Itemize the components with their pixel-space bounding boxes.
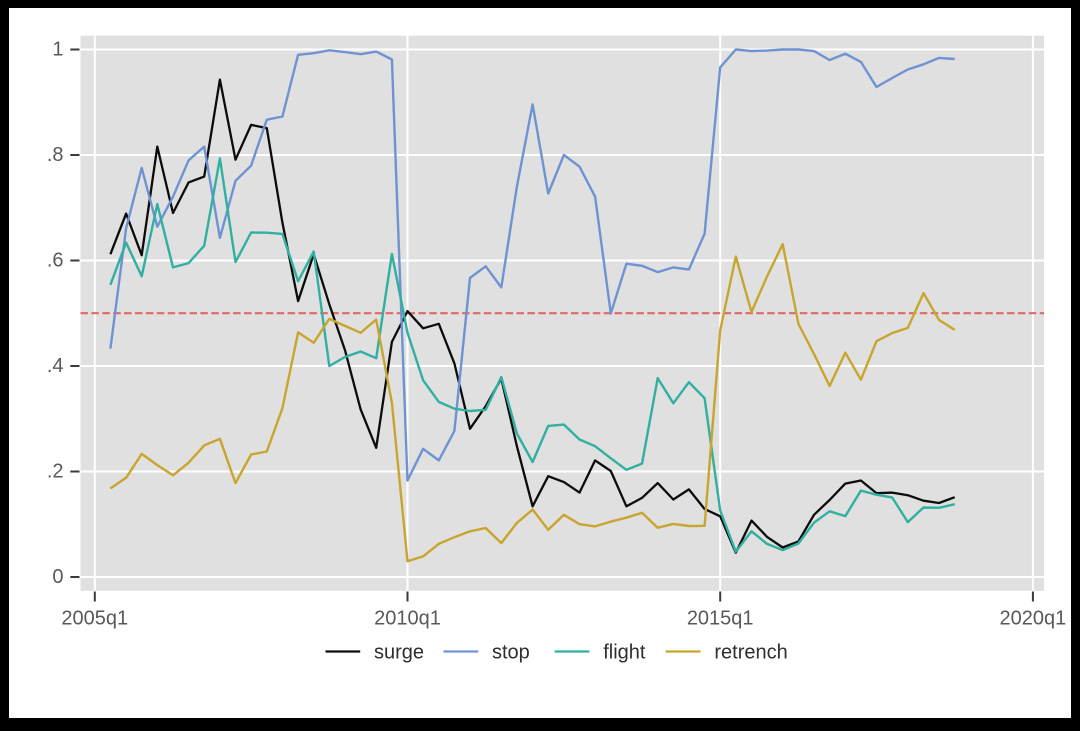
svg-text:2005q1: 2005q1 <box>61 608 128 630</box>
svg-text:1: 1 <box>52 39 63 61</box>
svg-text:.2: .2 <box>47 461 64 483</box>
svg-text:.4: .4 <box>47 355 64 377</box>
svg-text:2015q1: 2015q1 <box>687 608 754 630</box>
svg-text:flight: flight <box>603 642 646 664</box>
svg-text:2020q1: 2020q1 <box>1000 608 1067 630</box>
svg-text:.8: .8 <box>47 144 64 166</box>
svg-text:2010q1: 2010q1 <box>374 608 441 630</box>
svg-text:.6: .6 <box>47 250 64 272</box>
svg-text:surge: surge <box>374 642 424 664</box>
svg-text:0: 0 <box>52 566 63 588</box>
svg-text:stop: stop <box>492 642 530 664</box>
svg-text:retrench: retrench <box>714 642 787 664</box>
